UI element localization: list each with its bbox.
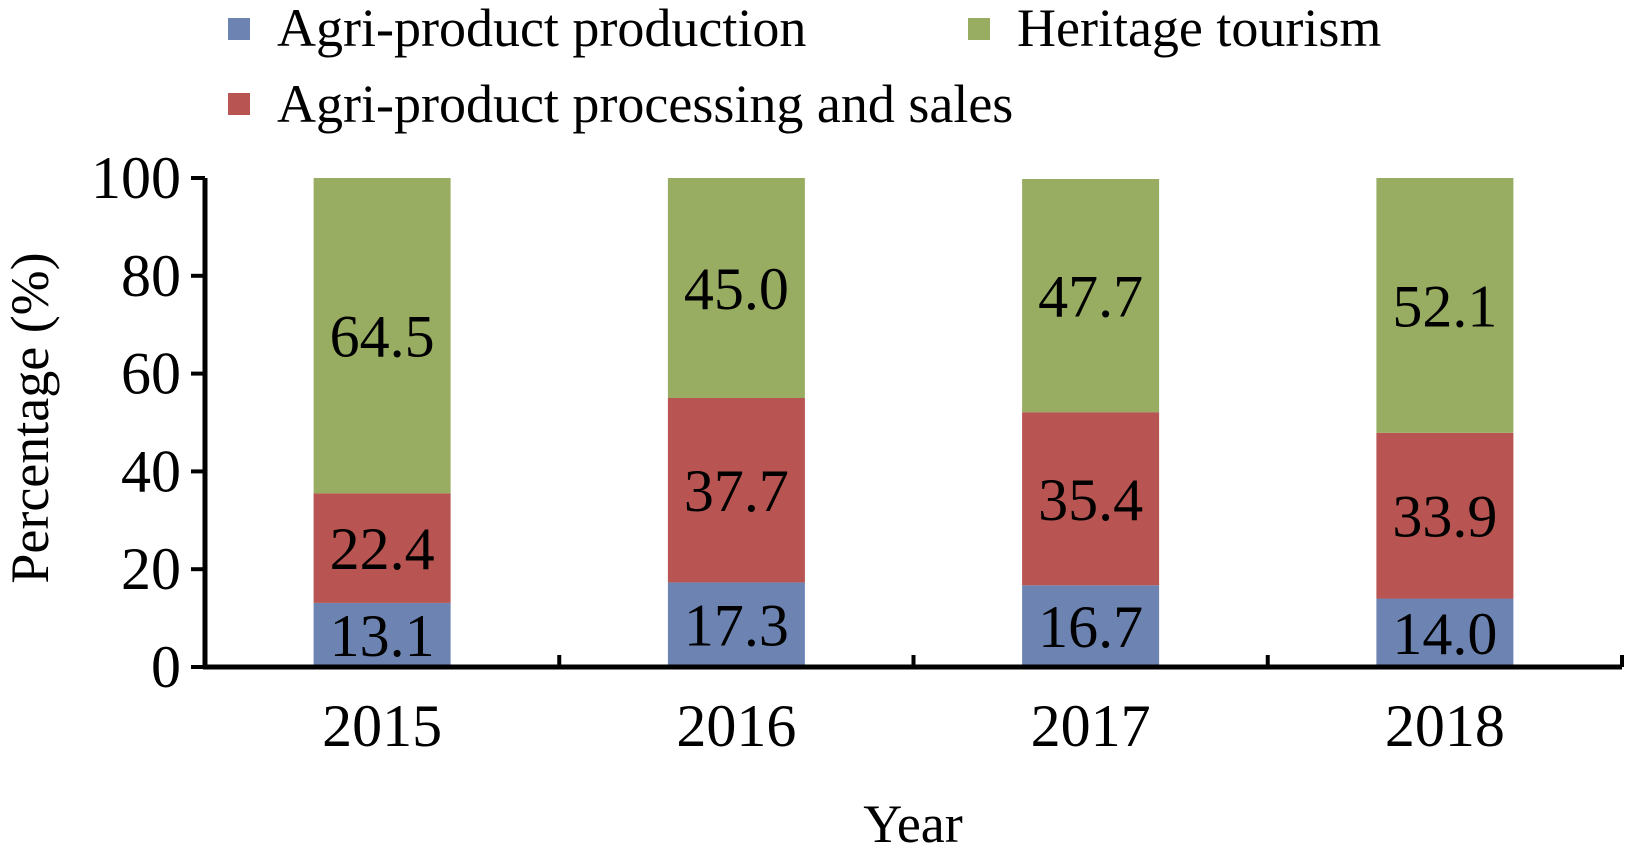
bar-heritage-tourism-2015: [313, 178, 451, 494]
data-label-agri-product-production-2017: 16.7: [1038, 594, 1143, 660]
x-tick-label-2016: 2016: [676, 693, 796, 759]
bar-agri-product-production-2017: [1022, 585, 1160, 667]
bar-agri-product-processing-and-sales-2017: [1022, 412, 1160, 586]
legend-swatch-agri-product-processing-and-sales: [228, 93, 250, 115]
bar-agri-product-production-2015: [313, 602, 451, 667]
y-tick-label-20: 20: [121, 536, 181, 602]
data-label-agri-product-processing-and-sales-2017: 35.4: [1038, 467, 1143, 533]
x-axis-title: Year: [863, 794, 963, 853]
x-tick-label-2015: 2015: [322, 693, 442, 759]
data-label-agri-product-production-2015: 13.1: [330, 603, 435, 669]
bar-heritage-tourism-2016: [667, 178, 805, 398]
bar-agri-product-production-2018: [1376, 598, 1514, 667]
legend: Agri-product production Heritage tourism…: [228, 0, 1381, 134]
y-tick-label-80: 80: [121, 243, 181, 309]
legend-swatch-heritage-tourism: [968, 18, 990, 40]
legend-label-agri-product-production: Agri-product production: [277, 0, 806, 58]
y-axis-title: Percentage (%): [0, 252, 60, 583]
y-tick-labels: 0 20 40 60 80 100: [91, 145, 181, 700]
bar-heritage-tourism-2017: [1022, 179, 1160, 413]
data-label-agri-product-processing-and-sales-2016: 37.7: [684, 458, 789, 524]
legend-swatch-agri-product-production: [228, 18, 250, 40]
bar-agri-product-processing-and-sales-2016: [667, 398, 805, 583]
data-label-heritage-tourism-2018: 52.1: [1392, 273, 1497, 339]
data-label-agri-product-production-2018: 14.0: [1392, 601, 1497, 667]
y-tick-label-0: 0: [151, 634, 181, 700]
legend-label-heritage-tourism: Heritage tourism: [1017, 0, 1381, 58]
y-tick-label-60: 60: [121, 341, 181, 407]
data-label-agri-product-processing-and-sales-2018: 33.9: [1392, 484, 1497, 550]
axes: [191, 176, 1624, 670]
bar-agri-product-processing-and-sales-2018: [1376, 432, 1514, 599]
y-tick-label-40: 40: [121, 438, 181, 504]
bars-layer: [313, 178, 1514, 667]
bar-heritage-tourism-2018: [1376, 178, 1514, 433]
bar-labels-layer: 13.1 22.4 64.5 17.3 37.7 45.0 16.7 35.4 47.7 14.0…: [330, 256, 1498, 669]
bar-agri-product-processing-and-sales-2015: [313, 493, 451, 603]
x-tick-labels: 2015 2016 2017 2018: [322, 693, 1505, 759]
bar-agri-product-production-2016: [667, 582, 805, 667]
y-tick-label-100: 100: [91, 145, 181, 211]
legend-label-agri-product-processing-and-sales: Agri-product processing and sales: [277, 74, 1013, 134]
data-label-heritage-tourism-2017: 47.7: [1038, 264, 1143, 330]
data-label-agri-product-processing-and-sales-2015: 22.4: [330, 516, 435, 582]
data-label-heritage-tourism-2016: 45.0: [684, 256, 789, 322]
x-tick-label-2018: 2018: [1385, 693, 1505, 759]
data-label-heritage-tourism-2015: 64.5: [330, 304, 435, 370]
data-label-agri-product-production-2016: 17.3: [684, 593, 789, 659]
x-tick-label-2017: 2017: [1031, 693, 1151, 759]
